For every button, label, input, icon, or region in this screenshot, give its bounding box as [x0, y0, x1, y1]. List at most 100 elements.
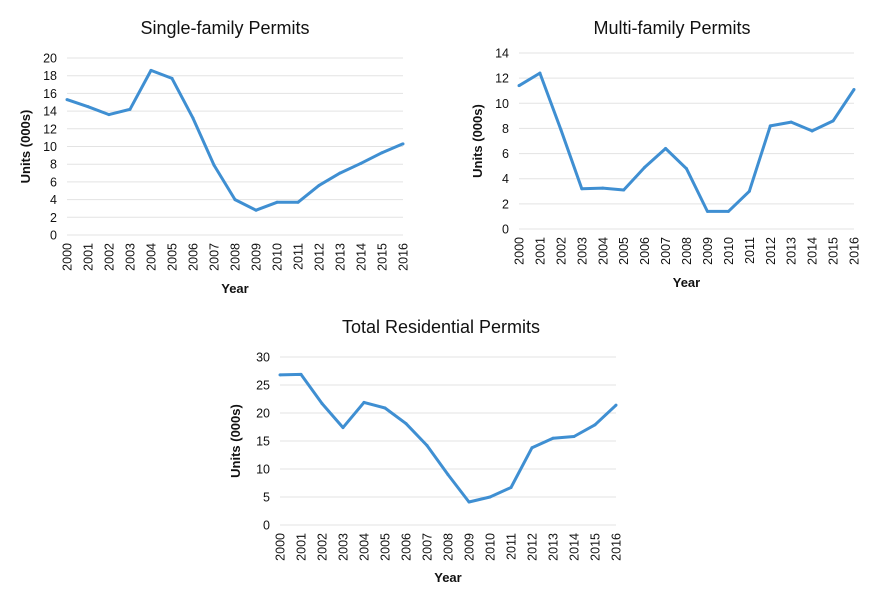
series-line — [66, 68, 404, 212]
x-tick-label: 2008 — [229, 243, 243, 271]
data-point-2009 — [705, 209, 709, 213]
data-point-2007 — [212, 163, 216, 167]
y-tick-label: 12 — [495, 72, 509, 86]
x-tick-label: 2001 — [295, 533, 309, 561]
data-point-2016 — [401, 142, 405, 146]
x-tick-label: 2006 — [400, 533, 414, 561]
data-point-2000 — [517, 84, 521, 88]
x-tick-label: 2012 — [526, 533, 540, 561]
y-tick-label: 4 — [50, 193, 57, 207]
x-tick-label: 2009 — [701, 237, 715, 265]
data-point-2009 — [254, 208, 258, 212]
chart-1: Single-family Permits 0 2 4 6 8 10 12 14 16 18 20 20… — [18, 18, 411, 296]
y-axis-label: Units (000s) — [470, 104, 485, 178]
data-point-2005 — [622, 188, 626, 192]
data-point-2011 — [509, 485, 513, 489]
x-tick-label: 2006 — [187, 243, 201, 271]
x-tick-label: 2014 — [806, 237, 820, 265]
data-point-2011 — [296, 200, 300, 204]
y-tick-label: 14 — [495, 47, 509, 61]
y-tick-label: 8 — [502, 122, 509, 136]
x-tick-label: 2004 — [358, 533, 372, 561]
data-point-2004 — [149, 68, 153, 72]
x-tick-label: 2002 — [103, 243, 117, 271]
x-tick-label: 2013 — [547, 533, 561, 561]
data-point-2011 — [747, 189, 751, 193]
series-line — [518, 71, 856, 213]
data-point-2008 — [233, 198, 237, 202]
chart-2: Multi-family Permits 0 2 4 6 8 10 12 14 2000 2001 2… — [470, 18, 862, 290]
y-tick-label: 12 — [43, 122, 57, 136]
x-tick-label: 2015 — [827, 237, 841, 265]
y-tick-label: 10 — [256, 463, 270, 477]
x-tick-label: 2014 — [568, 533, 582, 561]
data-point-2007 — [664, 147, 668, 151]
x-tick-label: 2013 — [334, 243, 348, 271]
x-tick-label: 2012 — [313, 243, 327, 271]
data-point-2005 — [170, 76, 174, 80]
data-point-2004 — [362, 400, 366, 404]
x-tick-label: 2007 — [208, 243, 222, 271]
data-point-2013 — [789, 120, 793, 124]
data-point-2003 — [341, 426, 345, 430]
data-point-2010 — [275, 200, 279, 204]
x-tick-label: 2003 — [337, 533, 351, 561]
x-tick-label: 2010 — [722, 237, 736, 265]
y-tick-label: 6 — [50, 175, 57, 189]
y-tick-label: 0 — [263, 519, 270, 533]
data-point-2014 — [359, 161, 363, 165]
y-tick-label: 20 — [256, 407, 270, 421]
x-tick-label: 2003 — [575, 237, 589, 265]
y-tick-label: 5 — [263, 491, 270, 505]
data-point-2008 — [685, 167, 688, 171]
x-tick-label: 2010 — [484, 533, 498, 561]
x-axis-label: Year — [221, 281, 248, 296]
data-point-2009 — [467, 500, 471, 504]
x-tick-label: 2015 — [376, 243, 390, 271]
series-line — [279, 372, 618, 504]
x-tick-label: 2003 — [124, 243, 138, 271]
data-point-2005 — [383, 406, 387, 410]
x-tick-label: 2009 — [463, 533, 477, 561]
data-point-2010 — [488, 495, 492, 499]
x-tick-label: 2010 — [271, 243, 285, 271]
x-tick-label: 2007 — [421, 533, 435, 561]
x-tick-label: 2002 — [554, 237, 568, 265]
y-tick-label: 8 — [50, 158, 57, 172]
y-tick-label: 10 — [43, 140, 57, 154]
data-point-2000 — [65, 98, 69, 102]
x-tick-label: 2004 — [596, 237, 610, 265]
data-point-2006 — [643, 165, 647, 169]
data-point-2002 — [107, 113, 111, 117]
data-point-2010 — [726, 209, 730, 213]
data-point-2007 — [425, 443, 429, 447]
x-tick-label: 2007 — [659, 237, 673, 265]
x-tick-label: 2002 — [316, 533, 330, 561]
y-axis-label: Units (000s) — [18, 110, 33, 184]
data-point-2001 — [299, 372, 303, 376]
y-tick-label: 6 — [502, 147, 509, 161]
x-tick-label: 2008 — [680, 237, 694, 265]
data-point-2013 — [551, 436, 555, 440]
y-tick-label: 10 — [495, 97, 509, 111]
x-tick-label: 2005 — [617, 237, 631, 265]
x-tick-label: 2006 — [638, 237, 652, 265]
data-point-2001 — [538, 71, 542, 75]
y-tick-label: 16 — [43, 87, 57, 101]
x-axis-label: Year — [434, 570, 461, 585]
data-point-2001 — [86, 105, 90, 109]
data-point-2008 — [446, 473, 450, 477]
x-tick-label: 2008 — [442, 533, 456, 561]
x-tick-label: 2016 — [397, 243, 411, 271]
x-tick-label: 2011 — [505, 533, 519, 560]
data-point-2004 — [601, 186, 605, 190]
x-tick-label: 2001 — [533, 237, 547, 265]
data-point-2016 — [614, 403, 618, 407]
y-tick-label: 0 — [50, 229, 57, 243]
data-point-2012 — [768, 124, 772, 128]
y-tick-label: 30 — [256, 351, 270, 365]
data-point-2012 — [530, 446, 534, 450]
data-point-2015 — [831, 119, 835, 123]
x-tick-label: 2000 — [61, 243, 75, 271]
